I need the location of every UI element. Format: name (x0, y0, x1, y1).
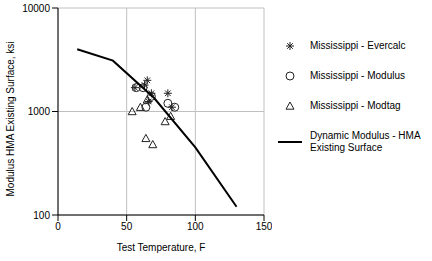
svg-text:Test Temperature, F: Test Temperature, F (117, 242, 206, 253)
html-text:Mississippi - Modulus: Mississippi - Modulus (310, 70, 405, 81)
svg-text:10000: 10000 (22, 3, 50, 14)
svg-text:Modulus HMA Existing Surface,: Modulus HMA Existing Surface, ksi (8, 41, 16, 196)
svg-text:100: 100 (33, 210, 50, 221)
svg-text:1000: 1000 (28, 106, 51, 117)
html-text:Dynamic Modulus - HMA Existing: Dynamic Modulus - HMA Existing Surface (310, 130, 420, 153)
svg-text:150: 150 (256, 221, 272, 232)
html-text:Mississippi - Evercalc: Mississippi - Evercalc (310, 40, 406, 51)
html-text:Mississippi - Modtag: Mississippi - Modtag (310, 100, 401, 111)
svg-text:100: 100 (187, 221, 204, 232)
svg-text:0: 0 (55, 221, 61, 232)
svg-text:50: 50 (121, 221, 133, 232)
